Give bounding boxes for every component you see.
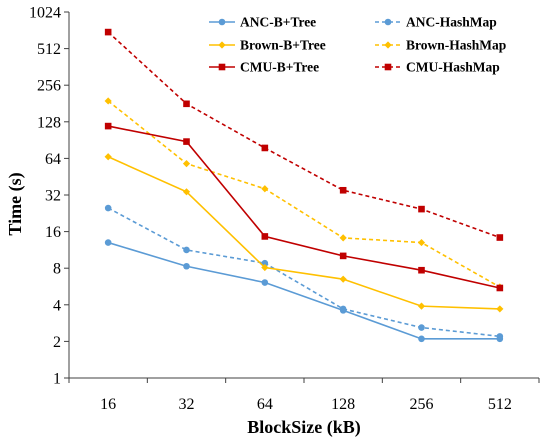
y-axis-title: Time (s): [5, 172, 26, 235]
y-tick-label: 16: [45, 224, 61, 241]
series-line-cmu-hashmap: [107, 31, 501, 239]
data-point-brown-b-tree: [182, 188, 191, 196]
legend-item-cmu-hashmap: CMU-HashMap: [375, 60, 500, 75]
data-point-anc-hashmap: [104, 204, 112, 212]
legend-item-brown-hashmap: Brown-HashMap: [375, 38, 506, 53]
legend-marker-brown-hashmap: [384, 41, 392, 49]
y-tick-label: 2: [53, 334, 61, 351]
legend-marker-brown-b-tree: [218, 41, 226, 49]
data-point-brown-b-tree: [339, 275, 347, 283]
data-point-cmu-hashmap: [261, 144, 269, 152]
data-point-brown-b-tree: [417, 302, 426, 310]
data-point-cmu-hashmap: [183, 100, 190, 108]
legend-marker-anc-hashmap: [384, 18, 392, 26]
data-point-anc-hashmap: [339, 305, 347, 313]
series-group: [104, 28, 504, 343]
x-tick-label: 128: [331, 396, 355, 413]
series-line-brown-b-tree: [107, 156, 500, 310]
data-point-cmu-b-tree: [104, 122, 112, 130]
y-tick-label: 1024: [29, 5, 61, 22]
series-line-anc-hashmap: [107, 207, 500, 338]
y-tick-label: 32: [45, 188, 61, 205]
legend-label-brown-hashmap: Brown-HashMap: [406, 38, 506, 53]
axes: [64, 11, 540, 383]
data-point-cmu-b-tree: [418, 266, 425, 274]
x-tick-label: 512: [488, 396, 512, 413]
data-point-brown-hashmap: [104, 97, 112, 105]
data-point-cmu-hashmap: [339, 186, 347, 194]
series-anc-hashmap: [104, 204, 504, 340]
series-line-brown-hashmap: [107, 100, 501, 288]
data-point-anc-hashmap: [496, 333, 504, 340]
y-tick-label: 128: [37, 114, 61, 131]
legend-marker-cmu-b-tree: [218, 63, 226, 71]
y-tick-label: 8: [53, 261, 61, 278]
series-cmu-b-tree: [104, 122, 504, 292]
data-point-cmu-b-tree: [496, 284, 504, 292]
series-line-anc-b-tree: [107, 241, 500, 340]
data-point-brown-b-tree: [496, 305, 504, 313]
data-point-cmu-b-tree: [261, 233, 269, 240]
data-point-brown-hashmap: [339, 234, 347, 242]
y-tick-label: 1: [53, 371, 61, 388]
legend-marker-anc-b-tree: [218, 18, 226, 26]
series-brown-b-tree: [104, 153, 504, 313]
legend-label-anc-hashmap: ANC-HashMap: [406, 15, 497, 30]
x-tick-label: 64: [257, 396, 273, 413]
data-point-brown-hashmap: [417, 238, 426, 247]
data-point-anc-b-tree: [261, 279, 269, 286]
data-point-anc-hashmap: [183, 246, 190, 254]
series-line-cmu-b-tree: [108, 125, 501, 289]
data-point-brown-b-tree: [261, 263, 269, 272]
data-point-cmu-hashmap: [418, 205, 425, 213]
legend-label-anc-b-tree: ANC-B+Tree: [240, 15, 316, 30]
y-tick-label: 256: [37, 78, 61, 95]
x-tick-label: 16: [100, 396, 116, 413]
legend-label-cmu-hashmap: CMU-HashMap: [406, 60, 500, 75]
legend-label-cmu-b-tree: CMU-B+Tree: [240, 60, 319, 75]
data-point-brown-hashmap: [261, 185, 269, 193]
y-tick-labels: 1 2 4 8 16 32 64 128 256 512 1024: [29, 5, 61, 388]
data-point-cmu-b-tree: [183, 138, 190, 145]
data-point-anc-b-tree: [418, 335, 425, 343]
legend-item-brown-b-tree: Brown-B+Tree: [209, 38, 326, 53]
data-point-cmu-hashmap: [496, 234, 504, 241]
series-cmu-hashmap: [104, 28, 504, 241]
data-point-anc-hashmap: [261, 259, 269, 267]
x-tick-label: 32: [179, 396, 195, 413]
x-axis-title: BlockSize (kB): [247, 417, 361, 438]
legend-label-brown-b-tree: Brown-B+Tree: [240, 38, 326, 53]
y-tick-label: 64: [45, 151, 61, 168]
legend-item-cmu-b-tree: CMU-B+Tree: [209, 60, 319, 75]
data-point-cmu-b-tree: [339, 252, 347, 260]
data-point-cmu-hashmap: [104, 28, 112, 36]
x-tick-labels: 16 32 64 128 256 512: [100, 396, 512, 413]
y-tick-label: 4: [53, 297, 61, 314]
data-point-anc-b-tree: [183, 262, 190, 270]
legend: ANC-B+Tree ANC-HashMap Brown-B+Tree Brown-H…: [209, 15, 506, 75]
x-tick-label: 256: [410, 396, 434, 413]
legend-marker-cmu-hashmap: [384, 63, 392, 71]
data-point-anc-b-tree: [104, 239, 112, 246]
y-tick-label: 512: [37, 41, 61, 58]
data-point-brown-b-tree: [104, 153, 112, 161]
data-point-anc-hashmap: [418, 324, 425, 331]
series-brown-hashmap: [104, 97, 504, 291]
data-point-brown-hashmap: [182, 159, 191, 168]
legend-item-anc-hashmap: ANC-HashMap: [375, 15, 497, 30]
legend-item-anc-b-tree: ANC-B+Tree: [209, 15, 316, 30]
